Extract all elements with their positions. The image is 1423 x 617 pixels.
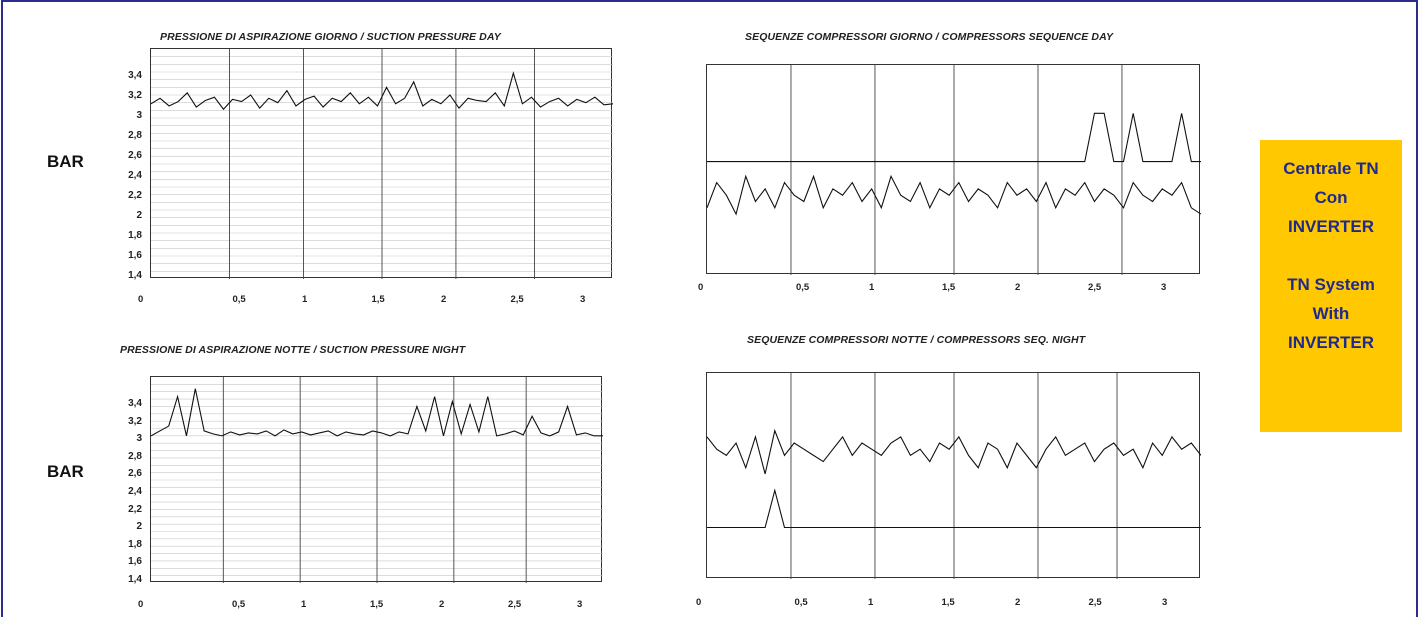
x-tick-label: 1	[869, 282, 875, 293]
x-tick-label: 0,5	[794, 597, 808, 608]
x-tick-label: 1,5	[941, 597, 955, 608]
plot-suction-day	[150, 48, 613, 279]
y-tick-label: 2,8	[128, 450, 142, 462]
x-tick-label: 0,5	[232, 294, 246, 305]
x-tick-label: 0,5	[232, 599, 246, 610]
plot-svg-0	[151, 49, 613, 279]
series-wave-upper	[707, 428, 1201, 475]
info-line-4: TN System	[1287, 275, 1375, 294]
series-line-2	[151, 388, 603, 437]
y-tick-label: 2	[136, 210, 142, 221]
x-tick-label: 1	[302, 294, 308, 305]
y-tick-label: 2,2	[128, 503, 142, 515]
y-tick-label: 1,4	[128, 270, 142, 281]
chart-title-compressors-day: SEQUENZE COMPRESSORI GIORNO / COMPRESSOR…	[745, 31, 1114, 43]
x-tick-label: 0	[696, 597, 702, 608]
y-tick-label: 2,8	[128, 130, 142, 141]
y-tick-label: 1,6	[128, 250, 142, 261]
bar-label-bottom: BAR	[47, 462, 84, 481]
x-tick-label: 1	[301, 599, 307, 610]
series-wave-lower	[707, 174, 1201, 216]
y-tick-label: 2,4	[128, 486, 142, 497]
x-tick-label: 0	[138, 294, 144, 305]
y-tick-label: 2,6	[128, 468, 142, 480]
x-tick-label: 2	[1015, 597, 1021, 608]
chart-title-suction-day: PRESSIONE DI ASPIRAZIONE GIORNO / SUCTIO…	[160, 31, 501, 43]
y-tick-label: 1,4	[128, 574, 142, 585]
info-box: Centrale TN Con INVERTER TN System With …	[1260, 140, 1402, 432]
plot-compressors-night	[706, 372, 1201, 579]
x-tick-label: 2,5	[1088, 282, 1102, 293]
chart-title-compressors-night: SEQUENZE COMPRESSORI NOTTE / COMPRESSORS…	[747, 334, 1086, 346]
x-tick-label: 1,5	[370, 599, 384, 610]
x-tick-label: 2,5	[1088, 597, 1102, 608]
x-tick-label: 3	[1162, 597, 1168, 608]
info-line-3: INVERTER	[1288, 217, 1374, 236]
x-tick-label: 2,5	[508, 599, 522, 610]
x-tick-label: 1,5	[371, 294, 385, 305]
x-tick-label: 3	[1161, 282, 1167, 293]
x-tick-label: 0	[698, 282, 704, 293]
x-tick-label: 1	[868, 597, 874, 608]
info-line-6: INVERTER	[1288, 333, 1374, 352]
series-step-upper	[707, 112, 1201, 163]
y-tick-label: 2,2	[128, 190, 142, 201]
info-line-5: With	[1312, 304, 1350, 323]
x-tick-label: 2	[439, 599, 445, 610]
info-spacer	[1260, 241, 1402, 270]
y-tick-label: 3,2	[128, 90, 142, 101]
series-step-lower	[707, 488, 1201, 529]
y-tick-label: 2	[136, 521, 142, 533]
x-tick-label: 3	[580, 294, 586, 305]
y-tick-label: 3	[136, 110, 142, 121]
y-tick-label: 3	[136, 433, 142, 445]
x-tick-label: 2	[1015, 282, 1021, 293]
y-tick-label: 1,8	[128, 538, 142, 550]
plot-compressors-day	[706, 64, 1201, 275]
info-line-2: Con	[1314, 188, 1348, 207]
y-tick-label: 3,2	[128, 415, 142, 427]
y-tick-label: 2,4	[128, 170, 142, 181]
y-tick-label: 1,6	[128, 556, 142, 568]
plot-svg-1	[707, 65, 1201, 275]
y-tick-label: 3,4	[128, 398, 142, 409]
x-tick-label: 0,5	[796, 282, 810, 293]
plot-svg-2	[151, 377, 603, 583]
plot-svg-3	[707, 373, 1201, 579]
x-tick-label: 1,5	[942, 282, 956, 293]
x-tick-label: 3	[577, 599, 583, 610]
y-tick-label: 1,8	[128, 230, 142, 241]
plot-suction-night	[150, 376, 603, 583]
y-tick-label: 3,4	[128, 70, 142, 81]
chart-title-suction-night: PRESSIONE DI ASPIRAZIONE NOTTE / SUCTION…	[120, 344, 466, 356]
y-tick-label: 2,6	[128, 150, 142, 161]
x-tick-label: 2	[441, 294, 447, 305]
bar-label-top: BAR	[47, 152, 84, 171]
x-tick-label: 0	[138, 599, 144, 610]
info-line-1: Centrale TN	[1283, 159, 1379, 178]
series-line-0	[151, 71, 613, 111]
x-tick-label: 2,5	[510, 294, 524, 305]
